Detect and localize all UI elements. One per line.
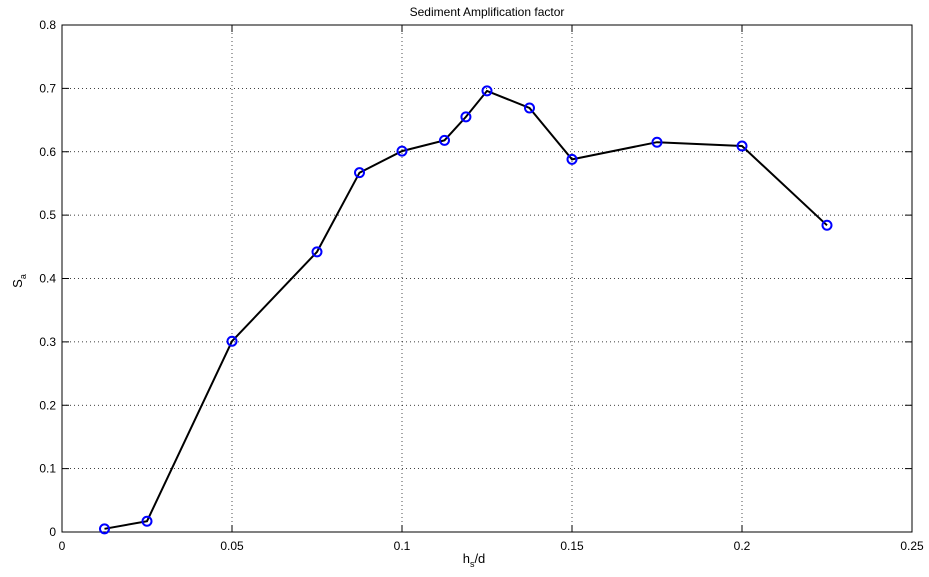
y-tick-label: 0.5 [39,208,56,222]
plot-area-frame [61,24,913,533]
y-tick-label: 0.1 [39,462,56,476]
y-tick-labels: 0 0.1 0.2 0.3 0.4 0.5 0.6 0.7 0.8 [39,18,56,539]
x-axis-label-rest: /d [474,551,485,566]
y-tick-label: 0.4 [39,272,56,286]
x-axis-label-sub: s [470,559,475,569]
x-tick-label: 0.05 [220,539,244,553]
y-tick-label: 0.6 [39,145,56,159]
x-tick-label: 0.1 [394,539,411,553]
data-point [736,140,748,152]
data-point [141,515,153,527]
data-point [396,145,408,157]
data-point [651,136,663,148]
chart-title: Sediment Amplification factor [410,5,565,19]
x-tick-labels: 0 0.05 0.1 0.15 0.2 0.25 [59,539,924,553]
data-point [99,523,110,535]
x-tick-label: 0 [59,539,66,553]
x-tick-label: 0.25 [900,539,924,553]
data-point [226,335,238,347]
data-point [460,111,472,123]
x-axis-label: hs/d [463,551,486,569]
x-tick-label: 0.15 [560,539,584,553]
data-point [566,153,578,165]
y-tick-label: 0.2 [39,398,56,412]
y-axis-label-sub: a [18,274,28,279]
series-line [104,89,828,530]
data-point [481,85,493,97]
axis-ticks [61,24,913,533]
data-point [821,219,833,231]
data-point-markers [99,85,833,535]
y-tick-label: 0.8 [39,18,56,32]
grid-lines [62,25,912,532]
y-axis-label: Sa [10,274,28,288]
data-point [439,134,450,146]
y-axis-label-main: S [10,279,25,288]
x-axis-label-main: h [463,551,470,566]
data-point [354,167,365,179]
data-point [524,102,535,114]
data-point [311,246,323,258]
y-tick-label: 0.3 [39,335,56,349]
x-tick-label: 0.2 [734,539,751,553]
y-tick-label: 0.7 [39,81,56,95]
y-tick-label: 0 [49,525,56,539]
